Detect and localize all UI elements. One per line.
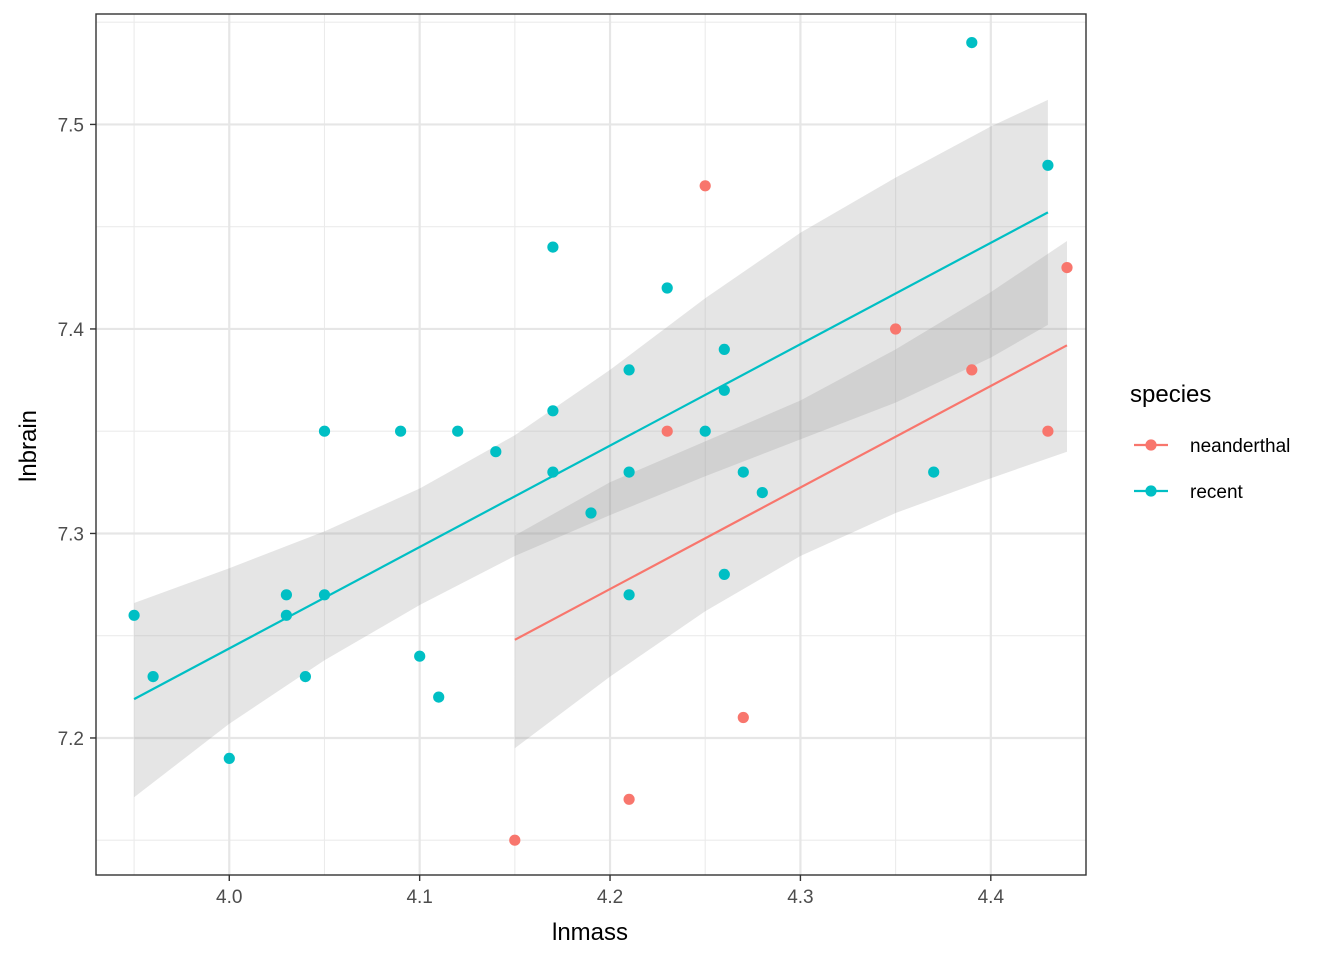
data-point-recent (318, 589, 331, 601)
data-point-recent (223, 752, 235, 765)
data-point-recent (623, 364, 635, 376)
fit-line-recent (133, 211, 1049, 701)
data-point-recent (718, 343, 730, 355)
data-point-recent (547, 405, 559, 417)
data-point-neanderthal (1061, 262, 1073, 274)
data-point-neanderthal (966, 364, 978, 376)
data-point-recent (718, 384, 730, 396)
x-tick-label: 4.4 (978, 887, 1005, 908)
legend-entry-recent: recent (1134, 482, 1244, 503)
data-point-recent (623, 589, 635, 601)
data-point-recent (452, 425, 464, 437)
x-tick-label: 4.0 (216, 887, 242, 908)
legend-label: recent (1190, 482, 1244, 503)
data-point-recent (737, 466, 749, 478)
legend-key-point (1145, 485, 1157, 497)
x-tick-label: 4.2 (597, 887, 623, 908)
data-point-neanderthal (699, 180, 711, 192)
data-point-recent (1042, 159, 1054, 171)
y-axis-title: lnbrain (15, 410, 42, 482)
data-point-neanderthal (509, 834, 521, 846)
data-point-recent (318, 425, 331, 437)
data-point-neanderthal (1042, 425, 1054, 437)
data-point-recent (147, 671, 159, 683)
data-point-recent (128, 609, 140, 621)
data-point-recent (699, 425, 711, 437)
legend-entries: neanderthal recent (1134, 436, 1290, 503)
data-point-recent (280, 609, 292, 621)
fit-line-neanderthal (514, 344, 1068, 641)
data-point-neanderthal (661, 425, 673, 437)
legend: species neanderthal recent (1130, 381, 1290, 503)
y-tick-label: 7.5 (58, 115, 84, 136)
data-point-recent (433, 691, 445, 703)
data-point-recent (490, 446, 502, 458)
axes: 4.0 4.1 4.2 4.3 4.4 7.2 7.3 7.4 7.5 (58, 13, 1087, 908)
panel-border (95, 13, 1087, 876)
data-point-recent (585, 507, 597, 519)
data-point-recent (661, 282, 673, 294)
data-point-recent (299, 671, 311, 683)
y-tick-label: 7.3 (58, 524, 84, 545)
data-point-recent (966, 37, 978, 49)
x-axis-title: lnmass (552, 919, 628, 946)
data-point-recent (547, 241, 559, 253)
confidence-band-neanderthal (514, 241, 1067, 749)
x-tick-label: 4.3 (787, 887, 813, 908)
plot-area (96, 14, 1087, 875)
y-tick-label: 7.4 (58, 320, 85, 341)
data-point-neanderthal (737, 711, 749, 724)
data-point-recent (414, 650, 426, 662)
data-point-recent (623, 466, 635, 478)
confidence-band-recent (134, 99, 1048, 798)
legend-title: species (1130, 381, 1211, 408)
x-tick-label: 4.1 (406, 887, 432, 908)
panel-background (96, 14, 1086, 875)
legend-key-point (1145, 439, 1157, 451)
data-point-neanderthal (623, 793, 635, 805)
data-point-recent (928, 466, 940, 478)
legend-entry-neanderthal: neanderthal (1134, 436, 1290, 457)
legend-label: neanderthal (1190, 436, 1290, 457)
data-point-neanderthal (890, 323, 902, 335)
data-point-recent (718, 568, 730, 581)
y-tick-label: 7.2 (58, 729, 84, 750)
data-point-recent (280, 589, 292, 601)
data-point-recent (756, 487, 768, 499)
data-point-recent (395, 425, 407, 437)
